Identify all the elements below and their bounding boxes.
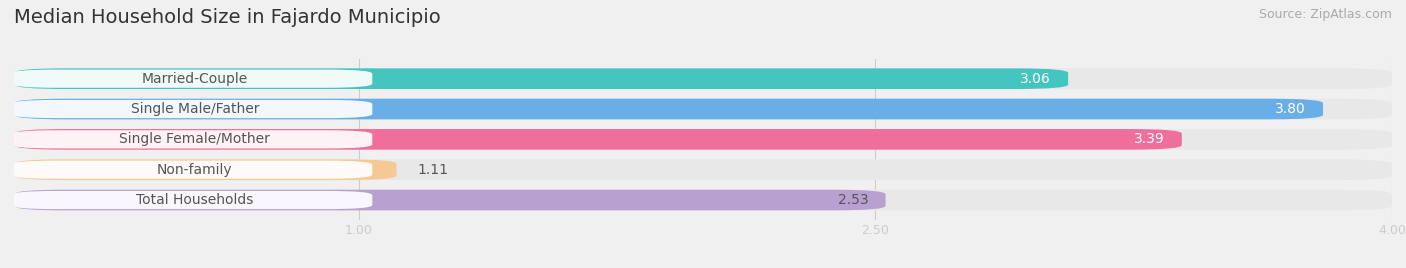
Text: Single Male/Father: Single Male/Father: [131, 102, 259, 116]
FancyBboxPatch shape: [14, 190, 886, 210]
FancyBboxPatch shape: [14, 68, 1392, 89]
FancyBboxPatch shape: [14, 129, 1392, 150]
Text: Source: ZipAtlas.com: Source: ZipAtlas.com: [1258, 8, 1392, 21]
Text: Median Household Size in Fajardo Municipio: Median Household Size in Fajardo Municip…: [14, 8, 441, 27]
FancyBboxPatch shape: [11, 130, 373, 148]
Text: 1.11: 1.11: [418, 163, 449, 177]
FancyBboxPatch shape: [11, 70, 373, 88]
Text: Married-Couple: Married-Couple: [142, 72, 247, 86]
Text: 2.53: 2.53: [838, 193, 869, 207]
FancyBboxPatch shape: [14, 159, 396, 180]
FancyBboxPatch shape: [11, 161, 373, 179]
FancyBboxPatch shape: [14, 159, 1392, 180]
FancyBboxPatch shape: [14, 68, 1069, 89]
FancyBboxPatch shape: [11, 100, 373, 118]
Text: 3.06: 3.06: [1021, 72, 1050, 86]
FancyBboxPatch shape: [14, 190, 1392, 210]
FancyBboxPatch shape: [14, 129, 1182, 150]
FancyBboxPatch shape: [14, 99, 1323, 119]
Text: Total Households: Total Households: [136, 193, 253, 207]
FancyBboxPatch shape: [11, 191, 373, 209]
Text: Single Female/Mother: Single Female/Mother: [120, 132, 270, 146]
Text: 3.39: 3.39: [1133, 132, 1164, 146]
Text: 3.80: 3.80: [1275, 102, 1306, 116]
Text: Non-family: Non-family: [157, 163, 233, 177]
FancyBboxPatch shape: [14, 99, 1392, 119]
